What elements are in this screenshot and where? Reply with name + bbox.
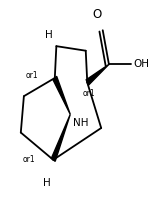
Text: or1: or1	[25, 71, 38, 80]
Text: H: H	[43, 178, 51, 188]
Text: H: H	[45, 30, 53, 40]
Text: or1: or1	[22, 155, 35, 164]
Text: NH: NH	[73, 118, 89, 129]
Text: O: O	[92, 8, 101, 21]
Polygon shape	[86, 64, 109, 85]
Polygon shape	[53, 76, 70, 114]
Polygon shape	[51, 114, 70, 161]
Text: or1: or1	[83, 89, 95, 98]
Text: OH: OH	[134, 59, 150, 69]
